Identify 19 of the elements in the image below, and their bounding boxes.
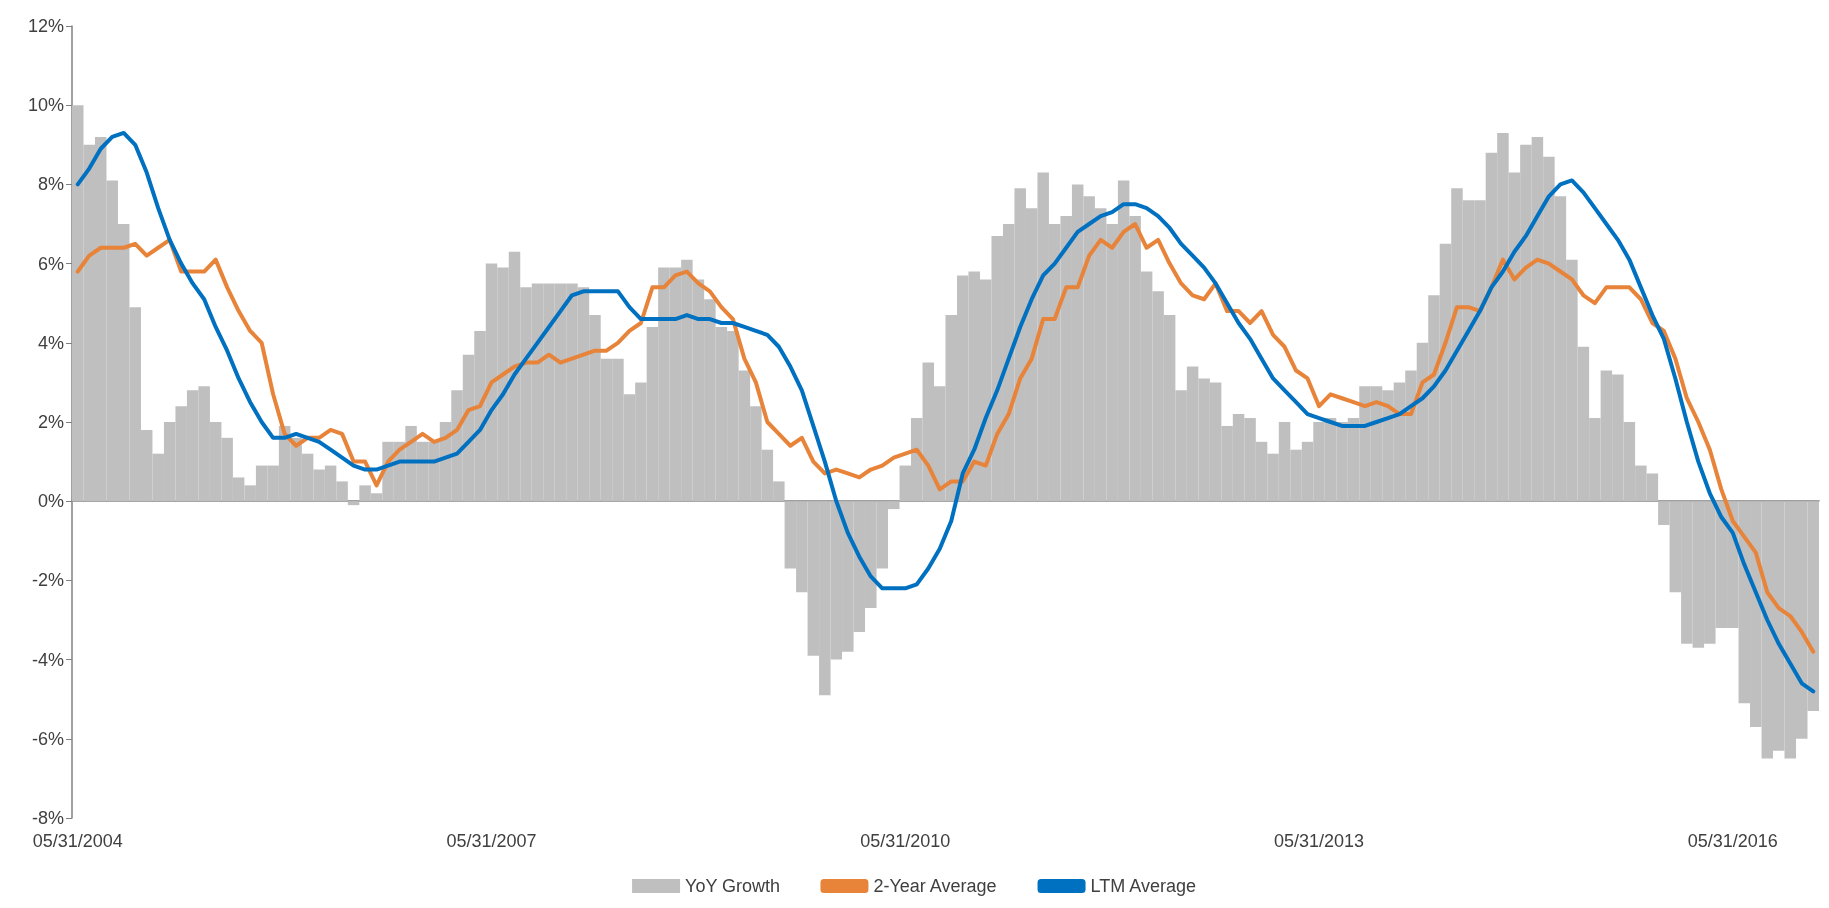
y-tick-label: -8% bbox=[31, 808, 64, 828]
legend-label: LTM Average bbox=[1090, 876, 1196, 896]
y-tick-label: 10% bbox=[27, 95, 64, 116]
x-tick-label: 05/31/2016 bbox=[1687, 831, 1778, 851]
y-tick-label: 8% bbox=[37, 174, 64, 195]
legend-label: YoY Growth bbox=[685, 876, 781, 896]
legend-label: 2-Year Average bbox=[873, 876, 997, 896]
y-tick-label: 0% bbox=[37, 491, 64, 512]
x-tick-label: 05/31/2004 bbox=[32, 831, 123, 851]
x-tick-label: 05/31/2013 bbox=[1273, 831, 1365, 851]
y-tick-label: -6% bbox=[31, 728, 64, 749]
y-tick-label: 4% bbox=[37, 332, 64, 353]
y-tick-label: 12% bbox=[27, 16, 64, 36]
x-tick-label: 05/31/2010 bbox=[860, 831, 951, 851]
y-tick-label: 2% bbox=[37, 412, 64, 432]
y-tick-label: 6% bbox=[37, 253, 64, 274]
y-tick-label: -4% bbox=[31, 649, 64, 670]
y-tick-label: -2% bbox=[31, 570, 64, 591]
x-tick-label: 05/31/2007 bbox=[446, 831, 537, 851]
